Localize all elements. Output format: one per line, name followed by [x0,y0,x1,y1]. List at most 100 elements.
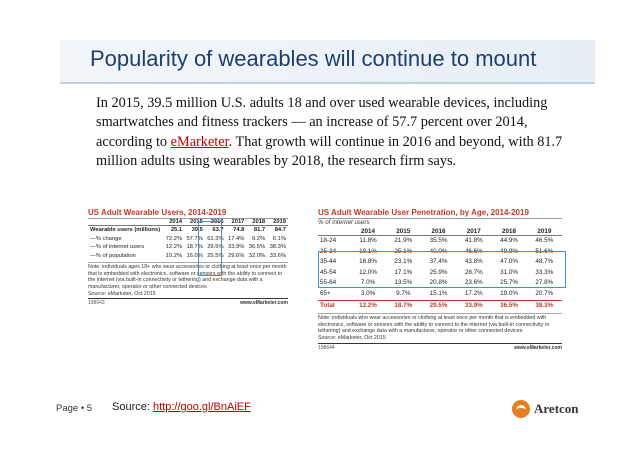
left-table-footer: 198643 www.eMarketer.com [88,298,288,306]
right-total-cell: 18.7% [385,299,421,312]
right-cell: 23.6% [464,279,483,287]
left-cell: 9.2% [251,235,266,242]
right-highlight-box [318,251,566,288]
right-row-label: 45-54 [320,268,337,276]
left-col-header: 2015 [184,219,205,226]
right-row-label: 55-64 [320,279,337,287]
left-table-id: 198643 [88,300,105,307]
left-cell: 61.3% [207,235,224,242]
slide-title: Popularity of wearables will continue to… [90,46,537,71]
right-row-label: 65+ [320,289,331,297]
left-row-label: —% of population [90,252,136,259]
right-cell: 35.5% [429,237,448,244]
left-cell: 38.3% [269,244,286,251]
left-cell: 29.6% [227,252,245,259]
left-cell: 63.7 [212,227,224,233]
right-table-title: US Adult Wearable User Penetration, by A… [318,208,562,219]
right-cell: 15.1% [429,289,448,297]
right-cell: 37.4% [429,258,448,266]
right-cell: 21.9% [394,237,413,244]
title-band [60,40,595,84]
right-total-cell: 29.5% [420,299,457,312]
right-cell: 27.8% [535,279,554,287]
left-col-header: 2019 [267,219,288,226]
left-cell: 25.1 [170,227,183,233]
left-highlight-box [198,221,222,276]
right-cell: 9.7% [396,289,411,297]
left-cell: 33.6% [269,252,286,259]
right-cell: 17.1% [394,268,413,276]
right-row-label: 35-44 [320,258,337,266]
left-col-header: 2014 [163,219,185,226]
right-total-label: Total [318,299,351,312]
right-total-row: Total 12.2% 18.7% 29.5% 33.9% 36.5% 38.3% [318,299,562,312]
wearable-users-table: US Adult Wearable Users, 2014-2019 2014 2… [88,208,288,306]
left-col-header: 2016 [204,219,226,226]
left-table-title: US Adult Wearable Users, 2014-2019 [88,208,288,219]
right-cell: 47.0% [500,258,518,266]
right-table-row: 45-54 12.0% 17.1% 25.9% 28.7% 31.0% 33.3% [318,268,562,279]
left-cell: 18.7% [186,244,203,251]
left-table-row: —% of population 10.2% 16.0% 25.5% 29.6% 32.0… [88,252,288,261]
left-table-grid: 2014 2015 2016 2017 2018 2019 Wearable users … [88,219,288,260]
right-col-header [318,228,351,236]
right-cell: 7.0% [360,279,376,287]
right-total-cell: 12.2% [350,299,386,312]
right-table-id: 198644 [318,344,335,351]
right-table-source: Source: eMarketer, Oct 2015 [318,335,386,342]
aretcon-logo-text: Aretcon [534,401,579,416]
right-col-header: 2014 [350,228,386,236]
left-cell: 81.7 [253,227,266,233]
left-table-row: Wearable users (millions) 25.1 39.5 63.7 74.… [88,226,288,235]
left-row-label: Wearable users (millions) [90,227,161,233]
right-cell: 11.8% [359,237,377,244]
right-col-header: 2019 [526,228,562,236]
right-col-header: 2017 [456,228,492,236]
right-cell: 20.7% [535,289,554,297]
right-total-cell: 38.3% [526,299,562,312]
left-cell: 33.9% [227,244,245,251]
body-paragraph: In 2015, 39.5 million U.S. adults 18 and… [96,94,566,171]
left-table-notes: Note: individuals ages 18+ who wear acce… [88,262,288,290]
left-col-header [88,219,164,226]
right-cell: 13.5% [394,279,413,287]
right-cell: 25.9% [429,268,448,276]
left-col-header: 2017 [225,219,247,226]
page-number: Page • 5 [56,403,93,414]
left-cell: 32.0% [248,252,266,259]
right-table-row: 65+ 3.0% 9.7% 15.1% 17.2% 19.0% 20.7% [318,289,562,300]
left-table-row: —% change 72.2% 57.7% 61.3% 17.4% 9.2% 6.1% [88,235,288,244]
right-cell: 33.3% [535,268,554,276]
left-cell: 10.2% [165,252,183,259]
right-cell: 31.0% [500,268,518,276]
right-total-cell: 36.5% [491,299,527,312]
left-table-brand: www.eMarketer.com [240,300,288,307]
right-table-subtitle: % of internet users [318,219,370,226]
left-row-label: —% of internet users [90,244,145,251]
right-cell: 43.8% [464,258,483,266]
left-cell: 12.2% [165,244,183,251]
aretcon-logo-icon [512,400,530,418]
right-table-brand: www.eMarketer.com [514,344,562,351]
left-table-source: Source: eMarketer, Oct 2015 [88,291,156,297]
left-cell: 74.8 [233,227,245,233]
source-url-link[interactable]: http://goo.gl/BnAiEF [152,401,251,413]
body-suffix: . That growth will continue in 2016 and … [96,133,563,169]
right-row-label: 18-24 [320,237,337,244]
right-col-header: 2015 [385,228,421,236]
emarketer-link[interactable]: eMarketer [170,133,229,150]
source-label: Source: [112,401,150,413]
left-cell: 84.7 [274,227,286,233]
right-cell: 44.9% [500,237,518,244]
right-col-header: 2018 [491,228,527,236]
right-cell: 25.7% [500,279,518,287]
left-cell: 39.5 [191,227,203,233]
left-table-row: —% of internet users 12.2% 18.7% 29.5% 33.9%… [88,243,288,252]
left-cell: 36.5% [248,244,266,251]
right-table-notes: Note: individuals who wear accessories o… [318,313,562,334]
left-cell: 57.7% [186,235,203,242]
penetration-by-age-table: US Adult Wearable User Penetration, by A… [318,208,562,351]
right-total-cell: 33.9% [456,299,492,312]
aretcon-logo: Aretcon [512,400,579,418]
right-cell: 3.0% [360,289,376,297]
